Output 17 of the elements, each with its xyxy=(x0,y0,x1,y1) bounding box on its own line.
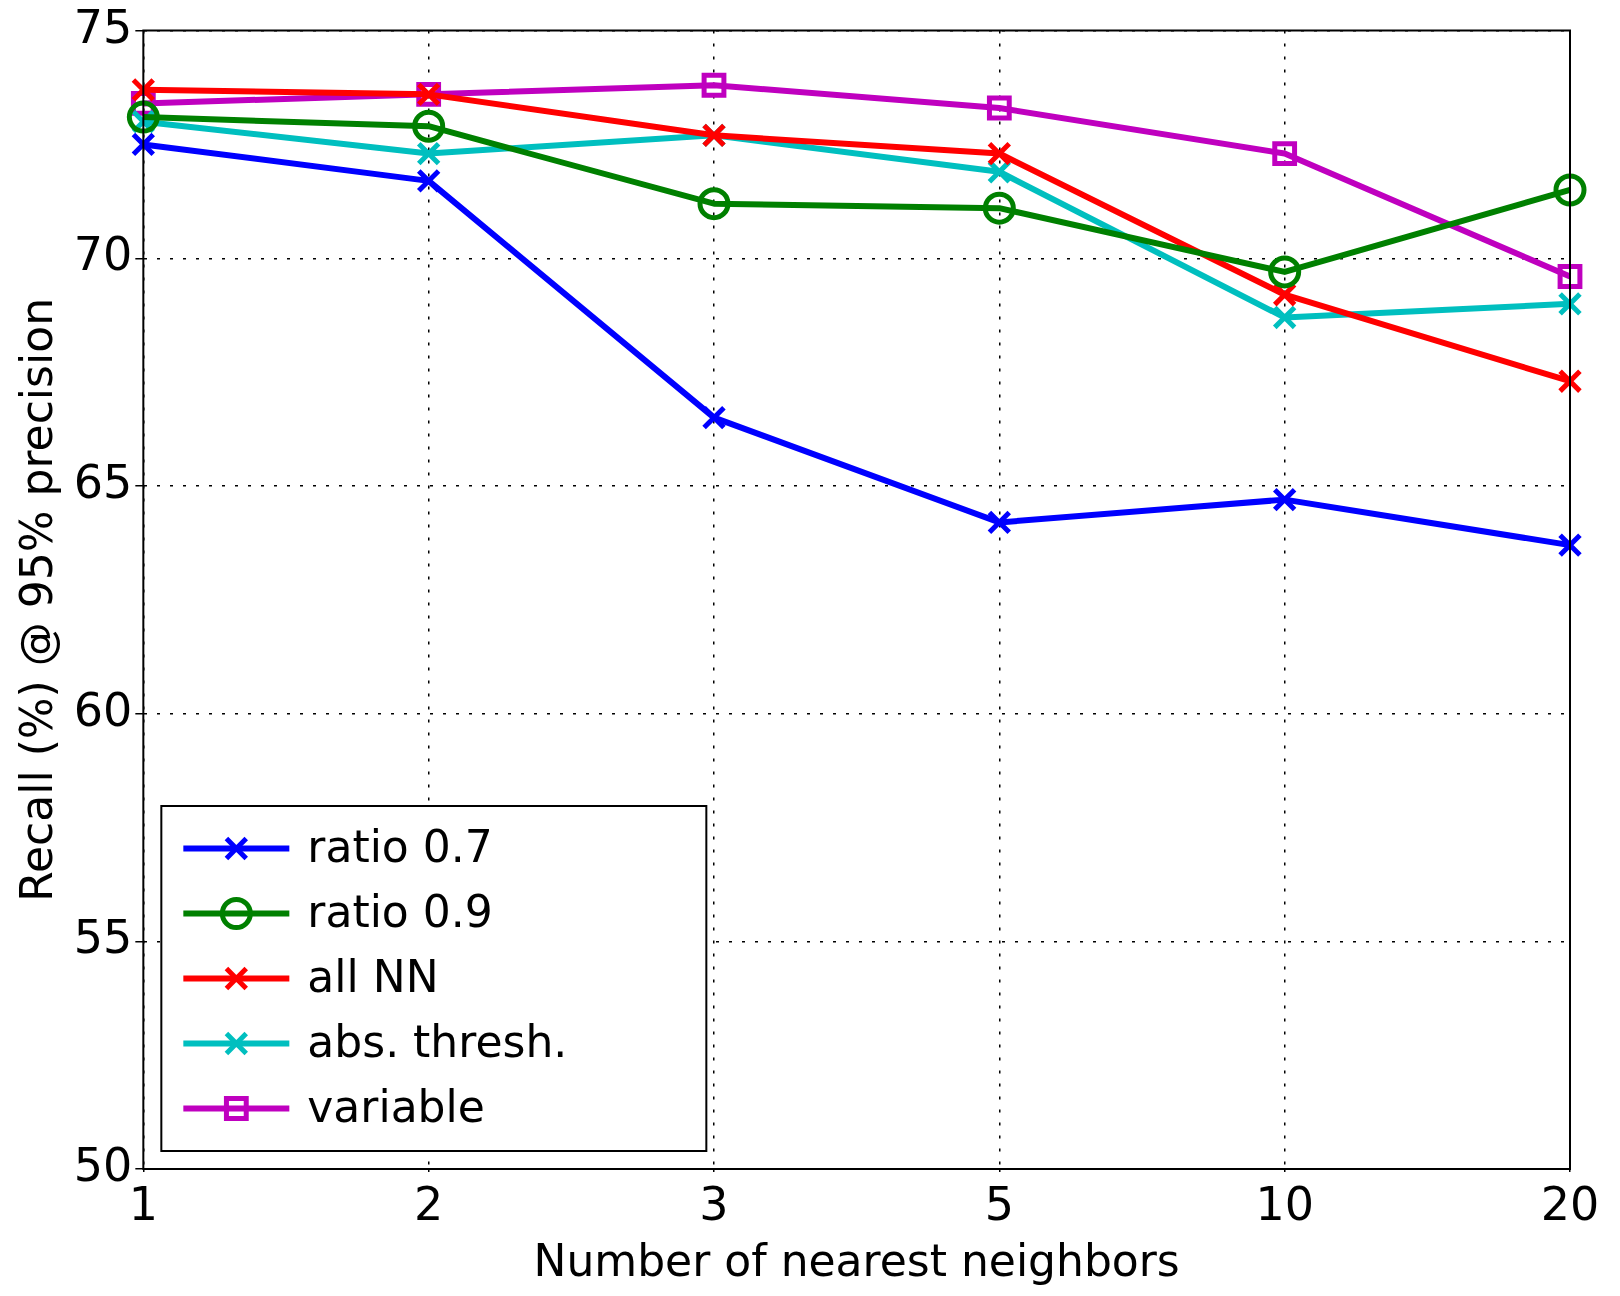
y-tick-label: 60 xyxy=(73,682,133,737)
legend-label: ratio 0.7 xyxy=(307,820,493,872)
legend-label: abs. thresh. xyxy=(307,1015,568,1067)
x-axis-title: Number of nearest neighbors xyxy=(533,1235,1180,1287)
x-tick-label: 3 xyxy=(699,1176,729,1231)
legend-label: all NN xyxy=(307,950,439,1002)
y-tick-label: 65 xyxy=(73,454,133,509)
y-axis-title: Recall (%) @ 95% precision xyxy=(10,297,62,902)
x-tick-label: 20 xyxy=(1540,1176,1600,1231)
x-tick-label: 5 xyxy=(984,1176,1014,1231)
legend-label: variable xyxy=(307,1080,485,1132)
x-tick-label: 10 xyxy=(1255,1176,1314,1231)
legend-label: ratio 0.9 xyxy=(307,885,493,937)
y-tick-label: 75 xyxy=(73,0,133,54)
y-tick-label: 55 xyxy=(73,910,133,965)
x-tick-label: 2 xyxy=(414,1176,444,1231)
y-tick-label: 70 xyxy=(73,227,133,282)
